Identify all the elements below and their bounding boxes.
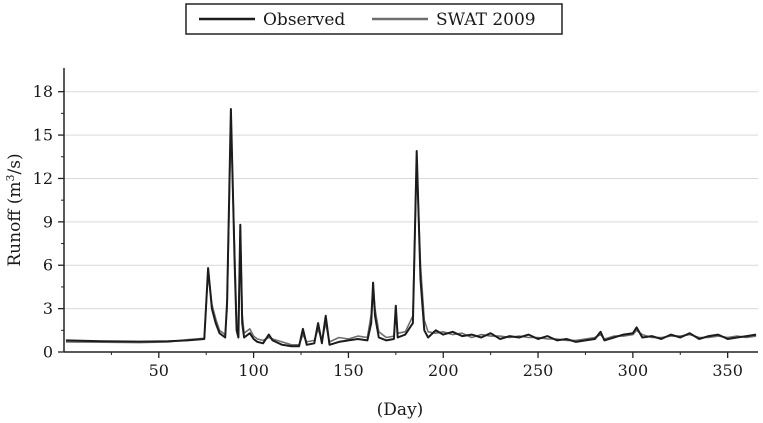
y-axis-label: Runoff (m3/s) <box>4 153 26 266</box>
y-tick-label-9: 9 <box>43 212 53 231</box>
legend-label-swat: SWAT 2009 <box>436 10 536 30</box>
legend-label-observed: Observed <box>263 10 345 30</box>
y-tick-label-18: 18 <box>33 82 53 101</box>
y-tick-label-12: 12 <box>33 169 53 188</box>
legend: Observed SWAT 2009 <box>185 3 563 35</box>
y-tick-label-0: 0 <box>43 343 53 362</box>
series-line-swat <box>65 119 757 346</box>
x-tick-label-250: 250 <box>523 361 554 380</box>
axes <box>58 68 758 358</box>
y-tick-label-3: 3 <box>43 299 53 318</box>
x-tick-label-300: 300 <box>618 361 649 380</box>
x-axis-label: (Day) <box>377 400 424 420</box>
tick-labels: 0 3 6 9 12 15 18 50 100 150 200 250 300 350 <box>33 82 743 380</box>
series-lines <box>65 108 757 348</box>
x-tick-label-100: 100 <box>238 361 269 380</box>
x-tick-label-200: 200 <box>428 361 459 380</box>
y-tick-label-15: 15 <box>33 126 53 145</box>
y-tick-label-6: 6 <box>43 256 53 275</box>
grid-lines <box>64 91 758 310</box>
x-tick-label-150: 150 <box>333 361 364 380</box>
x-tick-label-50: 50 <box>149 361 169 380</box>
series-line-observed <box>65 108 757 348</box>
x-tick-label-350: 350 <box>712 361 743 380</box>
